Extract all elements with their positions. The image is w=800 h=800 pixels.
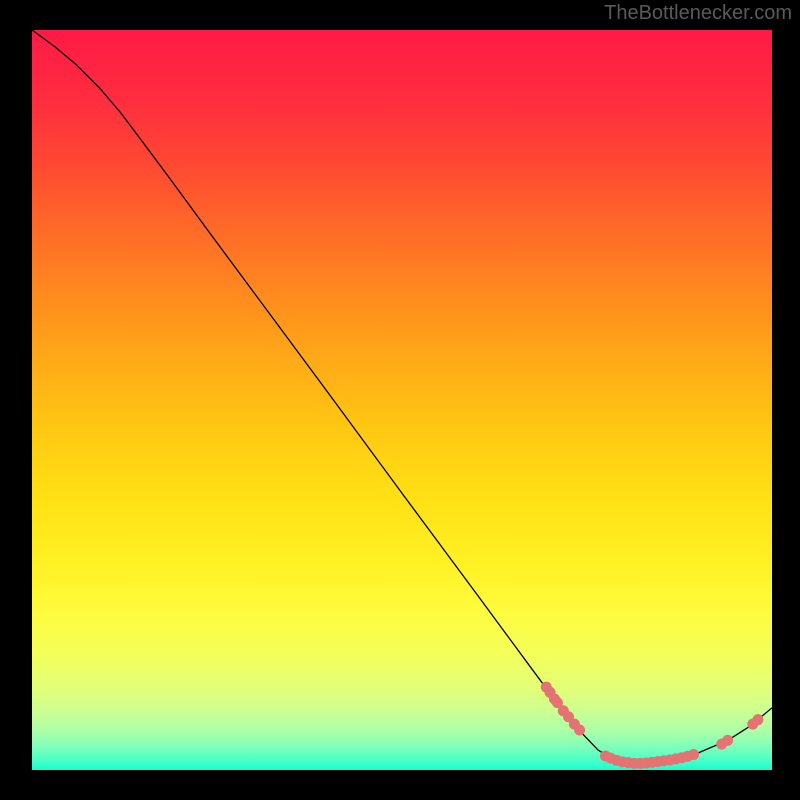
chart-svg: [32, 30, 772, 770]
data-marker: [575, 725, 585, 735]
data-marker: [689, 749, 699, 759]
attribution-label: TheBottlenecker.com: [604, 2, 792, 25]
chart-container: TheBottlenecker.com: [0, 0, 800, 800]
data-marker: [723, 735, 733, 745]
attribution-text: TheBottlenecker.com: [604, 2, 792, 24]
plot-area: [32, 30, 772, 770]
gradient-background: [32, 30, 772, 770]
data-marker: [753, 715, 763, 725]
